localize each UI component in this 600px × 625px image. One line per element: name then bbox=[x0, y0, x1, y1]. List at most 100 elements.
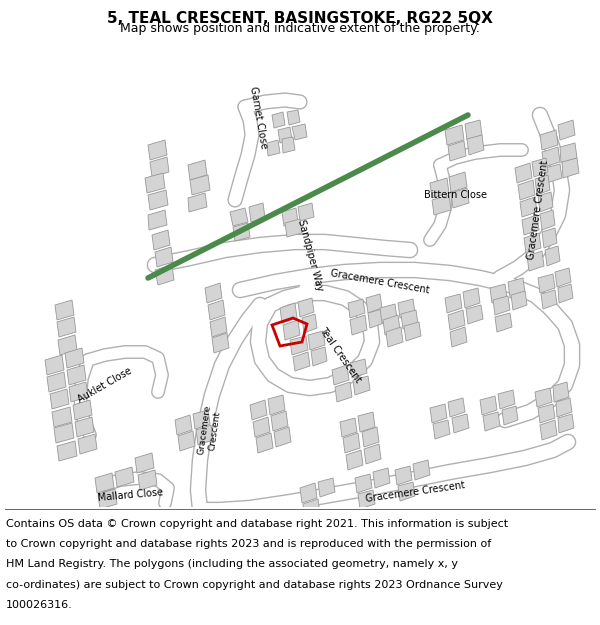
Polygon shape bbox=[311, 347, 327, 366]
Polygon shape bbox=[283, 320, 300, 340]
Polygon shape bbox=[98, 489, 117, 509]
Polygon shape bbox=[348, 299, 365, 318]
Polygon shape bbox=[538, 404, 555, 423]
Text: Gracemere Crescent: Gracemere Crescent bbox=[526, 159, 550, 261]
Polygon shape bbox=[58, 335, 77, 355]
Polygon shape bbox=[535, 175, 550, 195]
Polygon shape bbox=[135, 453, 154, 473]
Polygon shape bbox=[542, 228, 557, 248]
Polygon shape bbox=[343, 433, 360, 453]
Polygon shape bbox=[148, 210, 167, 230]
Polygon shape bbox=[50, 389, 69, 409]
Polygon shape bbox=[538, 192, 553, 212]
Polygon shape bbox=[52, 407, 72, 427]
Polygon shape bbox=[335, 382, 352, 402]
Polygon shape bbox=[445, 294, 462, 313]
Polygon shape bbox=[364, 444, 381, 464]
Text: to Crown copyright and database rights 2023 and is reproduced with the permissio: to Crown copyright and database rights 2… bbox=[6, 539, 491, 549]
Text: Teal Crescent: Teal Crescent bbox=[317, 326, 363, 384]
Polygon shape bbox=[282, 208, 298, 226]
Polygon shape bbox=[373, 468, 390, 488]
Polygon shape bbox=[448, 310, 465, 330]
Polygon shape bbox=[45, 355, 64, 375]
Polygon shape bbox=[522, 215, 539, 235]
Polygon shape bbox=[480, 396, 497, 415]
Polygon shape bbox=[358, 412, 375, 432]
Polygon shape bbox=[55, 300, 74, 320]
Polygon shape bbox=[298, 203, 314, 221]
Polygon shape bbox=[560, 143, 577, 163]
Polygon shape bbox=[380, 304, 397, 323]
Polygon shape bbox=[95, 473, 114, 493]
Polygon shape bbox=[308, 331, 325, 350]
Polygon shape bbox=[395, 466, 412, 485]
Polygon shape bbox=[383, 315, 400, 335]
Polygon shape bbox=[175, 415, 192, 435]
Polygon shape bbox=[253, 417, 270, 437]
Polygon shape bbox=[230, 208, 248, 226]
Polygon shape bbox=[188, 193, 207, 212]
Polygon shape bbox=[208, 300, 225, 320]
Polygon shape bbox=[502, 406, 518, 425]
Polygon shape bbox=[430, 178, 449, 198]
Polygon shape bbox=[542, 147, 560, 167]
Text: Garnet Close: Garnet Close bbox=[248, 86, 268, 150]
Text: 100026316.: 100026316. bbox=[6, 600, 73, 610]
Polygon shape bbox=[540, 210, 555, 230]
Polygon shape bbox=[271, 411, 288, 431]
Polygon shape bbox=[249, 203, 265, 222]
Polygon shape bbox=[287, 110, 300, 125]
Polygon shape bbox=[540, 130, 558, 150]
Text: Bittern Close: Bittern Close bbox=[424, 190, 487, 200]
Polygon shape bbox=[432, 195, 451, 215]
Polygon shape bbox=[290, 336, 308, 355]
Polygon shape bbox=[298, 298, 314, 317]
Polygon shape bbox=[362, 427, 379, 447]
Text: Sandpiper Way: Sandpiper Way bbox=[296, 218, 325, 292]
Polygon shape bbox=[75, 417, 94, 437]
Polygon shape bbox=[540, 420, 557, 440]
Polygon shape bbox=[490, 284, 507, 303]
Polygon shape bbox=[190, 175, 210, 195]
Polygon shape bbox=[267, 140, 280, 156]
Polygon shape bbox=[463, 288, 480, 308]
Polygon shape bbox=[358, 490, 375, 509]
Polygon shape bbox=[398, 482, 415, 501]
Polygon shape bbox=[346, 450, 363, 470]
Polygon shape bbox=[292, 124, 307, 140]
Polygon shape bbox=[57, 317, 76, 337]
Polygon shape bbox=[57, 441, 77, 461]
Polygon shape bbox=[69, 382, 88, 402]
Polygon shape bbox=[54, 423, 74, 443]
Polygon shape bbox=[495, 313, 512, 332]
Polygon shape bbox=[150, 157, 169, 177]
Text: Gracemere Crescent: Gracemere Crescent bbox=[330, 268, 430, 296]
Polygon shape bbox=[538, 274, 555, 293]
Polygon shape bbox=[178, 431, 195, 451]
Polygon shape bbox=[340, 418, 357, 437]
Polygon shape bbox=[285, 219, 302, 237]
Polygon shape bbox=[318, 478, 335, 497]
Polygon shape bbox=[353, 376, 370, 395]
Polygon shape bbox=[562, 158, 579, 178]
Polygon shape bbox=[274, 427, 291, 447]
Polygon shape bbox=[556, 398, 572, 417]
Polygon shape bbox=[511, 291, 527, 310]
Polygon shape bbox=[433, 420, 450, 439]
Polygon shape bbox=[293, 352, 310, 371]
Polygon shape bbox=[268, 395, 285, 415]
Polygon shape bbox=[515, 163, 532, 183]
Polygon shape bbox=[520, 197, 537, 217]
Polygon shape bbox=[466, 305, 483, 324]
Polygon shape bbox=[155, 265, 174, 285]
Polygon shape bbox=[541, 290, 557, 309]
Polygon shape bbox=[508, 278, 525, 298]
Text: Mallard Close: Mallard Close bbox=[97, 487, 163, 503]
Polygon shape bbox=[272, 112, 285, 128]
Polygon shape bbox=[368, 309, 384, 328]
Polygon shape bbox=[278, 127, 292, 143]
Polygon shape bbox=[256, 433, 273, 453]
Polygon shape bbox=[138, 470, 157, 490]
Polygon shape bbox=[355, 474, 372, 493]
Polygon shape bbox=[498, 390, 515, 409]
